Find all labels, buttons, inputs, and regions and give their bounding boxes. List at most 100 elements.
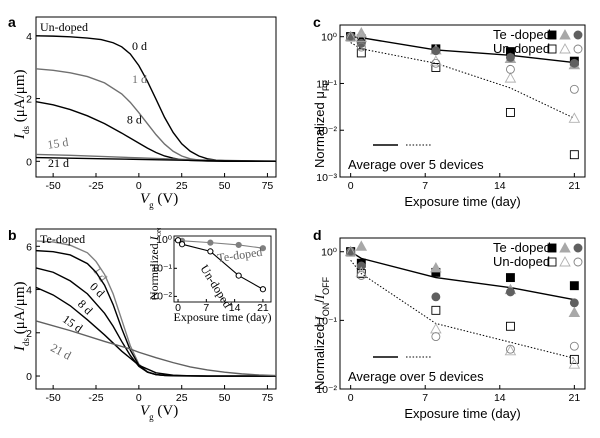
series-line-0d	[35, 35, 276, 163]
marker-triangle	[355, 31, 368, 43]
inset-marker	[207, 248, 214, 255]
x-axis-symbol: V	[140, 403, 151, 419]
marker-square	[431, 62, 441, 72]
inset-marker	[178, 241, 186, 248]
y-axis-unit: (μA/μm)	[12, 69, 28, 126]
legend-te-label: Te -doped	[493, 240, 551, 255]
marker-triangle	[568, 358, 581, 369]
x-tick-label: 0	[348, 392, 354, 404]
te-average-line	[350, 251, 575, 301]
marker-circle	[431, 58, 441, 68]
marker-circle	[505, 344, 515, 354]
y-axis-subscript-on: ON	[321, 303, 331, 317]
marker-circle	[573, 257, 583, 267]
marker-square	[505, 321, 515, 331]
inset-x-label: Exposure time (day)	[174, 310, 272, 324]
x-tick-label: 50	[219, 392, 231, 404]
x-axis-label: Exposure time (day)	[404, 194, 520, 209]
inset-marker	[174, 237, 182, 244]
inset-marker	[207, 239, 214, 246]
marker-circle	[356, 42, 366, 52]
marker-circle	[431, 292, 441, 302]
series-label: 21 d	[48, 156, 69, 170]
y-tick-label: 0	[26, 156, 32, 168]
series-label: 8 d	[127, 113, 142, 127]
y-tick-label: 10⁰	[321, 32, 338, 44]
marker-triangle	[568, 112, 581, 123]
x-axis-label: Vg (V)	[140, 403, 178, 422]
y-axis-label: Normalized ION/IOFF	[312, 276, 331, 390]
x-tick-label: 0	[136, 392, 142, 404]
x-tick-label: 7	[422, 180, 428, 192]
inset-marker	[259, 286, 267, 293]
inset-x-tick-label: 21	[257, 302, 269, 314]
panel-a-chart: -50 -25 0 25 50 75 0 2 4 0 d 1 d 8 d 15 d 21 d Un-dope…	[12, 16, 277, 210]
y-tick-label: 10⁻¹	[316, 78, 337, 90]
series-line-8d	[35, 101, 276, 163]
x-tick-label: -25	[88, 392, 103, 404]
marker-circle	[346, 247, 356, 257]
plot-frame	[35, 228, 277, 390]
y-tick-label: 2	[26, 94, 32, 106]
marker-circle	[569, 84, 579, 94]
series-line-15d	[35, 286, 276, 377]
y-tick-label: 4	[26, 285, 32, 297]
marker-triangle	[504, 72, 517, 83]
panel-title: Un-doped	[40, 20, 88, 34]
x-tick-label: 25	[176, 180, 188, 192]
inset-marker	[235, 272, 242, 279]
y-axis-label: Ids (μA/μm)	[12, 281, 31, 352]
y-axis-subscript: FE	[321, 80, 331, 92]
y-tick-label: 2	[26, 328, 32, 340]
panel-label-d: d	[313, 227, 322, 243]
y-tick-label: 10⁻²	[316, 384, 337, 396]
legend-te-label: Te -doped	[493, 27, 551, 42]
x-tick-label: 21	[569, 392, 581, 404]
y-tick-label: 4	[26, 31, 32, 43]
inset-y-tick-label: 10⁻²	[151, 290, 172, 302]
y-axis-unit: (μA/μm)	[12, 281, 28, 338]
y-tick-label: 10⁻²	[316, 125, 337, 137]
marker-triangle	[355, 240, 368, 251]
marker-circle	[505, 64, 515, 74]
x-axis-label: Exposure time (day)	[404, 406, 520, 421]
y-axis-symbol: I	[12, 133, 28, 140]
series-line-21d	[35, 156, 277, 163]
x-axis-unit: (V)	[154, 191, 179, 207]
plot-frame	[35, 16, 277, 178]
y-axis-symbol-off: I	[312, 294, 327, 300]
panel-label-b: b	[8, 227, 17, 243]
x-tick-label: 0	[136, 180, 142, 192]
legend-un-label: Un-doped	[493, 254, 550, 269]
y-tick-label: 6	[26, 241, 32, 253]
series-line-21d	[35, 320, 277, 377]
y-tick-label: 0	[26, 371, 32, 383]
marker-circle	[573, 30, 583, 40]
inset-y-tick-label: 10⁰	[156, 234, 173, 246]
x-tick-label: 50	[219, 180, 231, 192]
marker-triangle	[430, 262, 442, 273]
marker-triangle	[559, 43, 571, 54]
y-axis-slash: /	[312, 299, 327, 303]
inset-te-label: Te-doped	[216, 245, 263, 265]
marker-circle	[431, 332, 441, 342]
y-axis-symbol-on: I	[312, 316, 327, 322]
marker-square	[547, 243, 557, 253]
avg-legend-label: Average over 5 devices	[348, 369, 484, 384]
inset-y-label-symbol: I	[147, 235, 161, 241]
marker-square	[547, 30, 557, 40]
x-tick-label: 21	[569, 180, 581, 192]
marker-triangle	[504, 344, 517, 356]
x-tick-label: -25	[88, 180, 103, 192]
y-axis-subscript-off: OFF	[321, 276, 331, 294]
inset-y-label-text: Normalized	[147, 240, 161, 300]
marker-triangle	[568, 306, 581, 317]
y-axis-subscript: ds	[21, 338, 31, 347]
inset-marker	[235, 241, 242, 249]
x-tick-label: 25	[176, 392, 188, 404]
avg-legend-label: Average over 5 devices	[348, 157, 484, 172]
series-label: 15 d	[46, 135, 69, 152]
